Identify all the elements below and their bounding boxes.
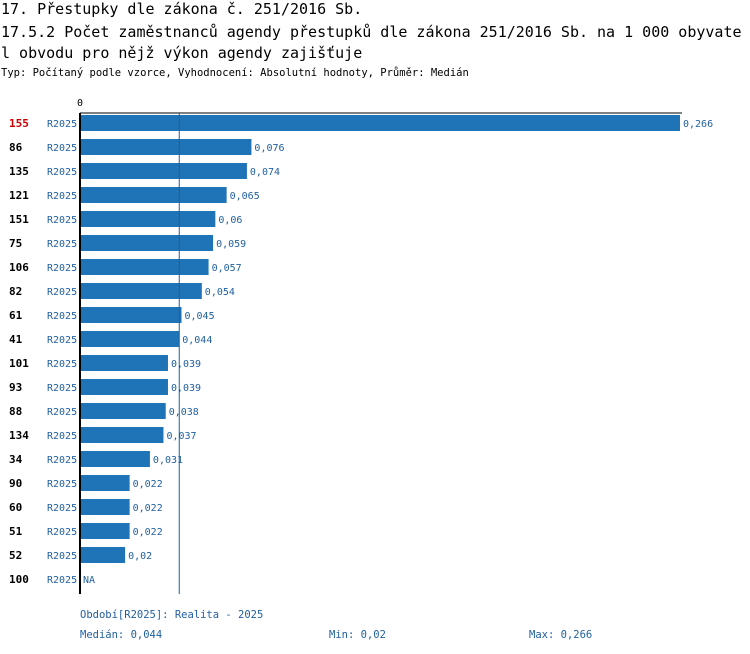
bar: [80, 499, 130, 515]
category-label: 41: [9, 333, 23, 346]
bar: [80, 379, 168, 395]
category-label: 134: [9, 429, 29, 442]
series-label: R2025: [47, 455, 77, 466]
bar: [80, 355, 168, 371]
footer-median: Medián: 0,044: [80, 629, 163, 641]
series-label: R2025: [47, 359, 77, 370]
category-label: 100: [9, 573, 29, 586]
bar: [80, 475, 130, 491]
category-label: 155: [9, 117, 29, 130]
series-label: R2025: [47, 167, 77, 178]
series-label: R2025: [47, 191, 77, 202]
series-label: R2025: [47, 407, 77, 418]
bar: [80, 427, 164, 443]
bar: [80, 523, 130, 539]
footer-max: Max: 0,266: [529, 629, 593, 641]
bar: [80, 547, 126, 563]
value-label: 0,037: [166, 431, 196, 442]
value-label: 0,06: [218, 215, 242, 226]
category-label: 88: [9, 405, 22, 418]
series-label: R2025: [47, 527, 77, 538]
series-label: R2025: [47, 311, 77, 322]
series-label: R2025: [47, 287, 77, 298]
value-label: 0,039: [171, 383, 201, 394]
series-label: R2025: [47, 119, 77, 130]
category-label: 121: [9, 189, 29, 202]
series-label: R2025: [47, 551, 77, 562]
category-label: 60: [9, 501, 22, 514]
value-label: 0,074: [250, 167, 280, 178]
bar: [80, 211, 216, 227]
chart-description: Typ: Počítaný podle vzorce, Vyhodnocení:…: [1, 67, 469, 79]
category-label: 90: [9, 477, 22, 490]
series-label: R2025: [47, 143, 77, 154]
category-label: 51: [9, 525, 23, 538]
value-label: 0,031: [153, 455, 183, 466]
value-label: 0,054: [205, 287, 235, 298]
bar: [80, 259, 209, 275]
value-label: 0,059: [216, 239, 246, 250]
bar: [80, 235, 214, 251]
category-label: 75: [9, 237, 22, 250]
value-label: 0,02: [128, 551, 152, 562]
bar: [80, 115, 680, 131]
bar: [80, 451, 150, 467]
footer-period: Období[R2025]: Realita - 2025: [80, 609, 264, 621]
chart-title: 17. Přestupky dle zákona č. 251/2016 Sb.: [1, 0, 363, 18]
series-label: R2025: [47, 575, 77, 586]
value-label: 0,038: [169, 407, 199, 418]
bar: [80, 403, 166, 419]
series-label: R2025: [47, 335, 77, 346]
series-label: R2025: [47, 503, 77, 514]
footer-min: Min: 0,02: [329, 629, 386, 641]
series-label: R2025: [47, 383, 77, 394]
category-label: 106: [9, 261, 29, 274]
value-label: NA: [83, 575, 95, 586]
value-label: 0,266: [683, 119, 713, 130]
category-label: 82: [9, 285, 22, 298]
value-label: 0,076: [254, 143, 284, 154]
value-label: 0,022: [133, 503, 163, 514]
value-label: 0,044: [182, 335, 212, 346]
series-label: R2025: [47, 263, 77, 274]
category-label: 34: [9, 453, 23, 466]
value-label: 0,065: [230, 191, 260, 202]
category-label: 101: [9, 357, 29, 370]
series-label: R2025: [47, 479, 77, 490]
series-label: R2025: [47, 239, 77, 250]
category-label: 52: [9, 549, 22, 562]
bar: [80, 187, 227, 203]
series-label: R2025: [47, 215, 77, 226]
category-label: 86: [9, 141, 23, 154]
category-label: 135: [9, 165, 29, 178]
value-label: 0,039: [171, 359, 201, 370]
value-label: 0,057: [212, 263, 242, 274]
bar: [80, 163, 247, 179]
value-label: 0,022: [133, 527, 163, 538]
bar: [80, 307, 182, 323]
chart-subtitle-title: 17.5.2 Počet zaměstnanců agendy přestupk…: [1, 23, 742, 62]
bar: [80, 283, 202, 299]
bar: [80, 139, 252, 155]
category-label: 151: [9, 213, 29, 226]
category-label: 93: [9, 381, 22, 394]
bar: [80, 331, 180, 347]
value-label: 0,045: [185, 311, 215, 322]
value-label: 0,022: [133, 479, 163, 490]
series-label: R2025: [47, 431, 77, 442]
category-label: 61: [9, 309, 23, 322]
axis-zero-label: 0: [77, 98, 83, 109]
